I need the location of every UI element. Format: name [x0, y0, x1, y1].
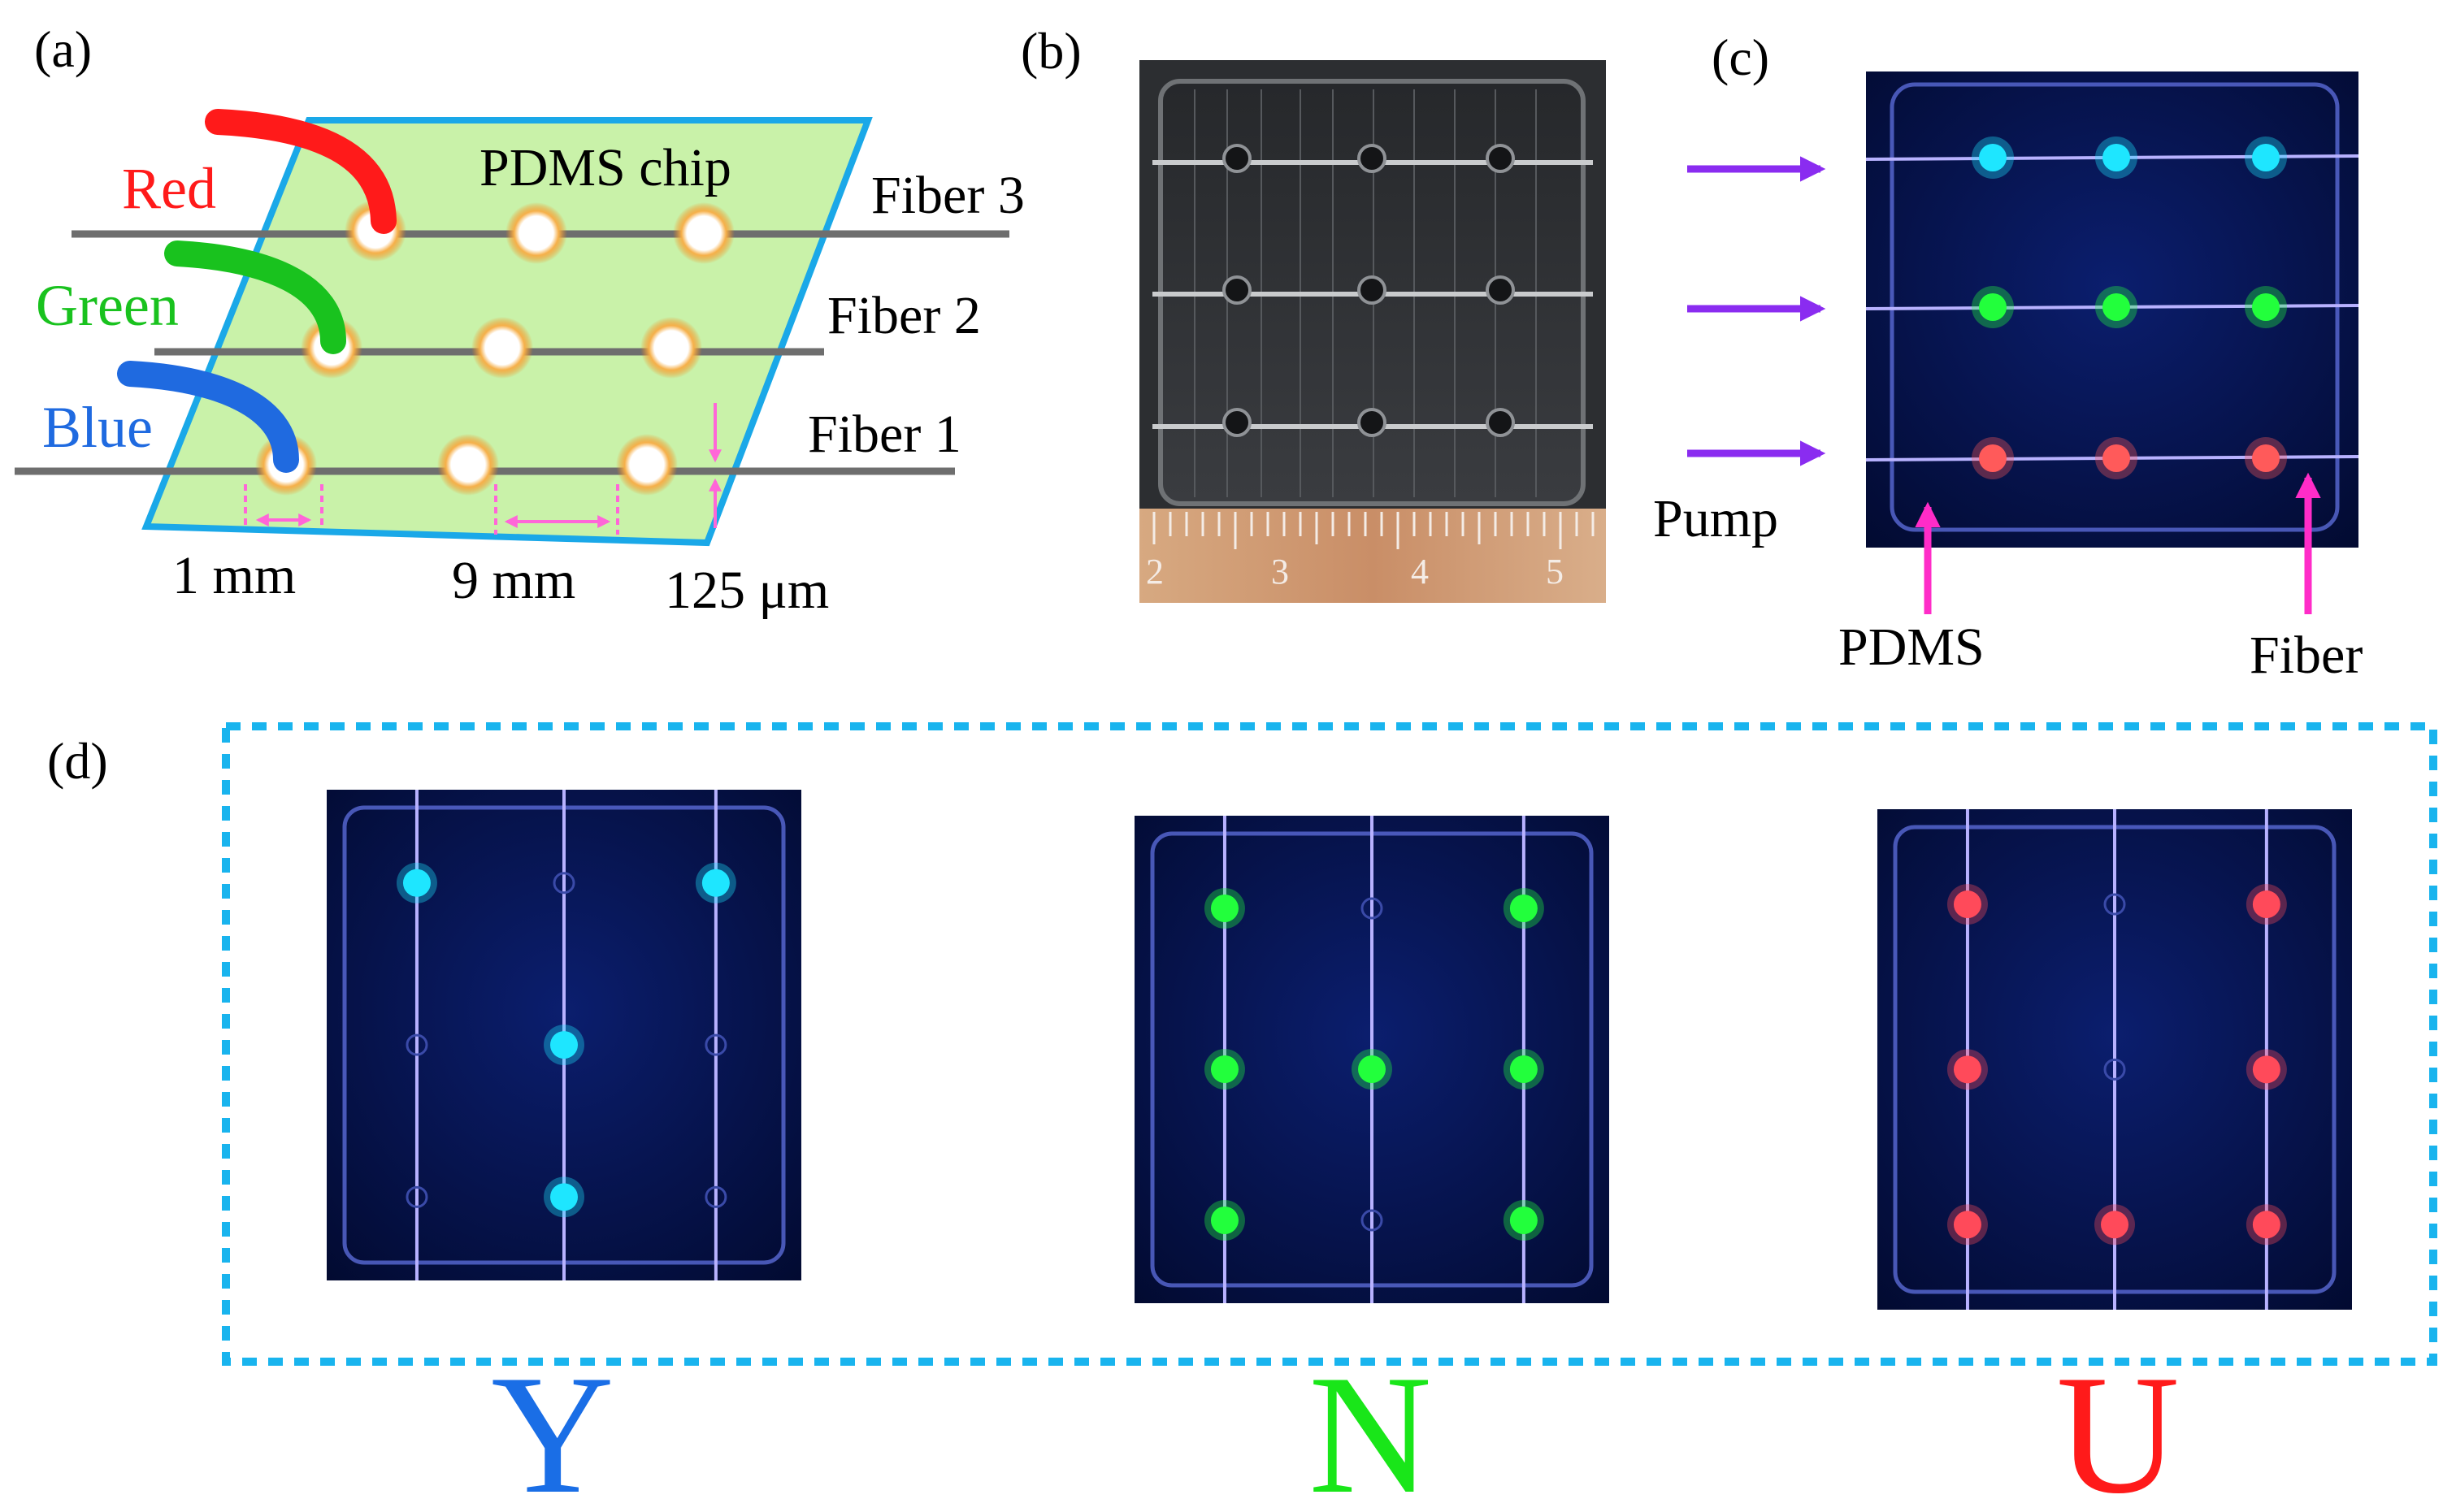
- fluorescent-spot: [402, 869, 431, 897]
- red-dye-tube: [205, 109, 397, 234]
- empty-hole: [1360, 1209, 1383, 1232]
- empty-hole: [705, 1033, 727, 1056]
- panel-b: (b): [1021, 22, 1606, 603]
- dim-hole-label: 1 mm: [172, 546, 296, 605]
- dimension-marks: [244, 403, 722, 535]
- fiber-3-label: Fiber 3: [871, 166, 1025, 225]
- chip-hole: [616, 434, 678, 496]
- letter-chip-u: [1877, 809, 2352, 1310]
- chip-hole: [437, 434, 499, 496]
- chip-hole: [471, 317, 533, 379]
- fluorescent-spot: [2101, 1211, 2128, 1239]
- fluorescent-spot: [2102, 444, 2130, 472]
- fluorescent-spot: [1979, 444, 2007, 472]
- pump-label: Pump: [1653, 489, 1778, 548]
- green-dye-tube: [164, 240, 346, 354]
- fluorescent-spot: [1509, 895, 1538, 922]
- panel-c-label: (c): [1712, 28, 1769, 86]
- fluorescent-spot: [1979, 144, 2007, 171]
- panel-d: (d) Y N U: [47, 722, 2437, 1512]
- panel-d-label: (d): [47, 732, 108, 790]
- letter-label: Y: [491, 1341, 614, 1512]
- pdms-label: PDMS: [1838, 617, 1985, 677]
- fluorescent-spot: [2252, 1211, 2280, 1239]
- blue-dye-tube: [117, 361, 299, 473]
- fluorescent-spot: [1953, 890, 1981, 919]
- ruler-number: 4: [1411, 552, 1429, 591]
- ruler-number: 2: [1146, 552, 1164, 591]
- fluorescent-spot: [2252, 293, 2280, 321]
- letter-label: U: [2056, 1341, 2180, 1512]
- letter-chip-y: [327, 790, 801, 1280]
- fluorescent-spot: [2102, 144, 2130, 171]
- chip-hole: [673, 202, 735, 264]
- fluorescent-spot: [550, 1183, 578, 1211]
- fluorescent-spots: [1972, 136, 2287, 479]
- empty-hole: [553, 872, 575, 895]
- fluorescent-spot: [1210, 1207, 1239, 1234]
- empty-hole: [1360, 897, 1383, 920]
- fluorescent-spot: [1210, 895, 1239, 922]
- ruler: [1139, 509, 1606, 603]
- chip-hole: [506, 202, 567, 264]
- dim-fiber-label: 125 μm: [665, 561, 829, 620]
- letter-chip-n: [1135, 816, 1609, 1303]
- fluorescent-spot: [2102, 293, 2130, 321]
- dye-green-label: Green: [36, 273, 179, 338]
- fiber-label: Fiber: [2250, 626, 2363, 685]
- dye-blue-label: Blue: [42, 395, 153, 460]
- fluorescent-spot: [1509, 1055, 1538, 1083]
- letter-label: N: [1308, 1341, 1432, 1512]
- ruler-number: 5: [1546, 552, 1564, 591]
- empty-hole: [705, 1185, 727, 1208]
- empty-hole: [2103, 1058, 2126, 1081]
- panel-d-frame: [222, 722, 2437, 1366]
- dim-spacing-label: 9 mm: [452, 551, 575, 610]
- fluorescent-spot: [1953, 1055, 1981, 1084]
- fiber-2-label: Fiber 2: [827, 286, 981, 345]
- panel-a-label: (a): [34, 20, 92, 78]
- empty-hole: [406, 1033, 428, 1056]
- empty-hole: [2103, 893, 2126, 916]
- panel-b-label: (b): [1021, 22, 1082, 80]
- fluorescent-spot: [2252, 444, 2280, 472]
- ruler-ticks: [1152, 512, 1595, 549]
- fluorescent-spot: [550, 1031, 578, 1059]
- chip-photo-holes: [1222, 144, 1515, 437]
- fiber-1-label: Fiber 1: [808, 405, 961, 464]
- fluorescent-spot: [2252, 1055, 2280, 1084]
- fluorescent-spot: [1953, 1211, 1981, 1239]
- fluorescent-spot: [1358, 1055, 1386, 1083]
- fluorescent-spot: [1979, 293, 2007, 321]
- panel-a: (a) PDMS chip Fiber 3 Fiber 2 Fiber 1 Re…: [15, 20, 1025, 620]
- panel-c: (c) Pump PDMS Fiber: [1653, 28, 2363, 685]
- pdms-chip-label: PDMS chip: [479, 138, 731, 197]
- fluorescent-spot: [2252, 144, 2280, 171]
- empty-hole: [406, 1185, 428, 1208]
- fluorescent-spot: [701, 869, 730, 897]
- fluorescent-spot: [1509, 1207, 1538, 1234]
- fluorescent-spot: [1210, 1055, 1239, 1083]
- fluorescent-spot: [2252, 890, 2280, 919]
- ruler-number: 3: [1271, 552, 1289, 591]
- chip-hole: [640, 317, 702, 379]
- dye-red-label: Red: [122, 156, 216, 221]
